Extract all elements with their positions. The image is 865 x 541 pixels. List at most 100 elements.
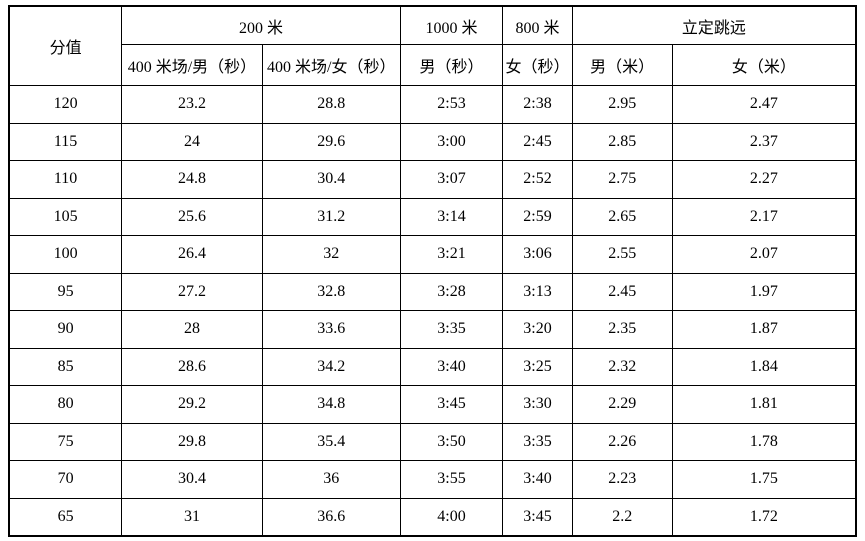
table-cell: 75 [8, 422, 123, 461]
table-cell: 100 [8, 235, 123, 274]
table-cell: 95 [8, 272, 123, 311]
table-cell: 30.4 [121, 460, 263, 499]
subheader-male-seconds: 男（秒） [399, 44, 504, 86]
table-cell: 3:21 [399, 235, 504, 274]
header-800m: 800 米 [502, 5, 573, 45]
table-cell: 70 [8, 460, 123, 499]
table-cell: 2.32 [571, 347, 673, 386]
table-row: 85 28.6 34.2 3:40 3:25 2.32 1.84 [8, 347, 857, 386]
header-row-1: 分值 200 米 1000 米 800 米 立定跳远 [8, 5, 857, 86]
table-cell: 2.07 [671, 235, 857, 274]
table-row: 100 26.4 32 3:21 3:06 2.55 2.07 [8, 235, 857, 274]
table-cell: 2.47 [671, 85, 857, 124]
table-cell: 2.35 [571, 310, 673, 349]
table-cell: 2.55 [571, 235, 673, 274]
table-cell: 115 [8, 122, 123, 161]
table-cell: 3:45 [399, 385, 504, 424]
table-header: 分值 200 米 1000 米 800 米 立定跳远 400 米场/男（秒） 4… [8, 5, 857, 86]
table-row: 120 23.2 28.8 2:53 2:38 2.95 2.47 [8, 85, 857, 124]
table-cell: 2.37 [671, 122, 857, 161]
subheader-female-meters: 女（米） [671, 44, 857, 86]
table-cell: 3:00 [399, 122, 504, 161]
table-cell: 2.26 [571, 422, 673, 461]
table-cell: 29.8 [121, 422, 263, 461]
table-cell: 3:06 [502, 235, 573, 274]
header-200m: 200 米 [121, 5, 401, 45]
table-cell: 27.2 [121, 272, 263, 311]
table-cell: 1.72 [671, 497, 857, 537]
table-cell: 3:55 [399, 460, 504, 499]
table-cell: 3:07 [399, 160, 504, 199]
table-cell: 2.95 [571, 85, 673, 124]
table-cell: 3:35 [502, 422, 573, 461]
table-cell: 2.17 [671, 197, 857, 236]
table-cell: 36.6 [261, 497, 401, 537]
table-cell: 32.8 [261, 272, 401, 311]
table-cell: 120 [8, 85, 123, 124]
table-row: 65 31 36.6 4:00 3:45 2.2 1.72 [8, 497, 857, 537]
table-cell: 90 [8, 310, 123, 349]
table-cell: 3:14 [399, 197, 504, 236]
table-row: 80 29.2 34.8 3:45 3:30 2.29 1.81 [8, 385, 857, 424]
table-cell: 80 [8, 385, 123, 424]
table-cell: 36 [261, 460, 401, 499]
table-cell: 85 [8, 347, 123, 386]
table-cell: 26.4 [121, 235, 263, 274]
table-row: 95 27.2 32.8 3:28 3:13 2.45 1.97 [8, 272, 857, 311]
table-cell: 1.75 [671, 460, 857, 499]
table-row: 105 25.6 31.2 3:14 2:59 2.65 2.17 [8, 197, 857, 236]
table-cell: 1.97 [671, 272, 857, 311]
header-score: 分值 [8, 5, 123, 86]
subheader-400m-male: 400 米场/男（秒） [121, 44, 263, 86]
table-cell: 4:00 [399, 497, 504, 537]
table-row: 70 30.4 36 3:55 3:40 2.23 1.75 [8, 460, 857, 499]
table-cell: 29.2 [121, 385, 263, 424]
table-cell: 24 [121, 122, 263, 161]
table-cell: 65 [8, 497, 123, 537]
table-cell: 31 [121, 497, 263, 537]
table-cell: 1.84 [671, 347, 857, 386]
table-cell: 28.8 [261, 85, 401, 124]
table-cell: 2.29 [571, 385, 673, 424]
table-cell: 3:30 [502, 385, 573, 424]
table-cell: 2:59 [502, 197, 573, 236]
subheader-male-meters: 男（米） [571, 44, 673, 86]
table-cell: 3:13 [502, 272, 573, 311]
table-cell: 33.6 [261, 310, 401, 349]
table-cell: 1.78 [671, 422, 857, 461]
table-cell: 3:35 [399, 310, 504, 349]
table-row: 110 24.8 30.4 3:07 2:52 2.75 2.27 [8, 160, 857, 199]
table-cell: 2:38 [502, 85, 573, 124]
table-cell: 2.75 [571, 160, 673, 199]
table-row: 90 28 33.6 3:35 3:20 2.35 1.87 [8, 310, 857, 349]
table-cell: 3:25 [502, 347, 573, 386]
table-cell: 110 [8, 160, 123, 199]
table-cell: 3:40 [502, 460, 573, 499]
table-row: 115 24 29.6 3:00 2:45 2.85 2.37 [8, 122, 857, 161]
table-cell: 2.2 [571, 497, 673, 537]
table-cell: 30.4 [261, 160, 401, 199]
table-cell: 25.6 [121, 197, 263, 236]
table-cell: 2.27 [671, 160, 857, 199]
table-cell: 24.8 [121, 160, 263, 199]
table-cell: 2:53 [399, 85, 504, 124]
header-1000m: 1000 米 [399, 5, 504, 45]
table-cell: 105 [8, 197, 123, 236]
table-row: 75 29.8 35.4 3:50 3:35 2.26 1.78 [8, 422, 857, 461]
table-cell: 29.6 [261, 122, 401, 161]
fitness-score-table: 分值 200 米 1000 米 800 米 立定跳远 400 米场/男（秒） 4… [8, 5, 857, 537]
table-cell: 2:45 [502, 122, 573, 161]
table-cell: 2.85 [571, 122, 673, 161]
table-cell: 3:40 [399, 347, 504, 386]
table-cell: 28 [121, 310, 263, 349]
table-cell: 1.87 [671, 310, 857, 349]
subheader-400m-female: 400 米场/女（秒） [261, 44, 401, 86]
table-cell: 28.6 [121, 347, 263, 386]
table-cell: 1.81 [671, 385, 857, 424]
subheader-female-seconds: 女（秒） [502, 44, 573, 86]
header-row-2: 400 米场/男（秒） 400 米场/女（秒） 男（秒） 女（秒） 男（米） 女… [9, 44, 857, 86]
table-cell: 3:28 [399, 272, 504, 311]
table-cell: 34.2 [261, 347, 401, 386]
table-cell: 31.2 [261, 197, 401, 236]
